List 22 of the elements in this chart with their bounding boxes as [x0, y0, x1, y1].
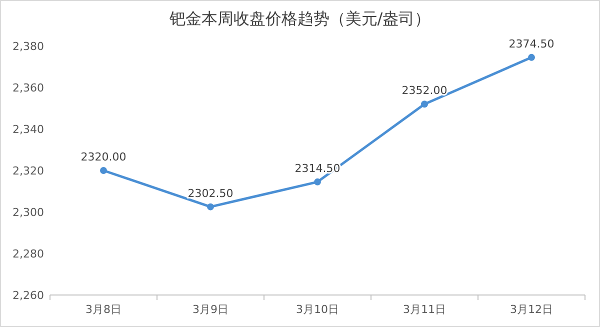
y-tick-label: 2,340: [12, 123, 44, 136]
point: [528, 54, 535, 61]
y-tick-label: 2,280: [12, 248, 44, 260]
x-tick-label: 3月11日: [403, 303, 446, 316]
y-tick-label: 2,300: [12, 206, 44, 219]
y-tick-label: 2,260: [12, 289, 44, 302]
y-tick-label: 2,360: [12, 82, 44, 94]
point: [100, 167, 107, 174]
y-tick-label: 2,320: [12, 164, 44, 178]
point: [421, 100, 428, 108]
point: [314, 178, 321, 186]
data-label: 2320.00: [80, 150, 126, 164]
data-label: 2374.50: [508, 37, 554, 50]
data-label: 2352.00: [402, 84, 448, 98]
x-tick-label: 3月10日: [296, 303, 339, 316]
point: [207, 203, 214, 210]
x-tick-label: 3月12日: [510, 303, 553, 316]
chart-title: 钯金本周收盘价格趋势（美元/盎司）: [168, 9, 431, 28]
data-label: 2302.50: [188, 186, 234, 200]
x-tick-label: 3月8日: [86, 303, 122, 316]
x-tick-label: 3月9日: [192, 303, 228, 316]
y-tick-label: 2,380: [12, 40, 44, 53]
